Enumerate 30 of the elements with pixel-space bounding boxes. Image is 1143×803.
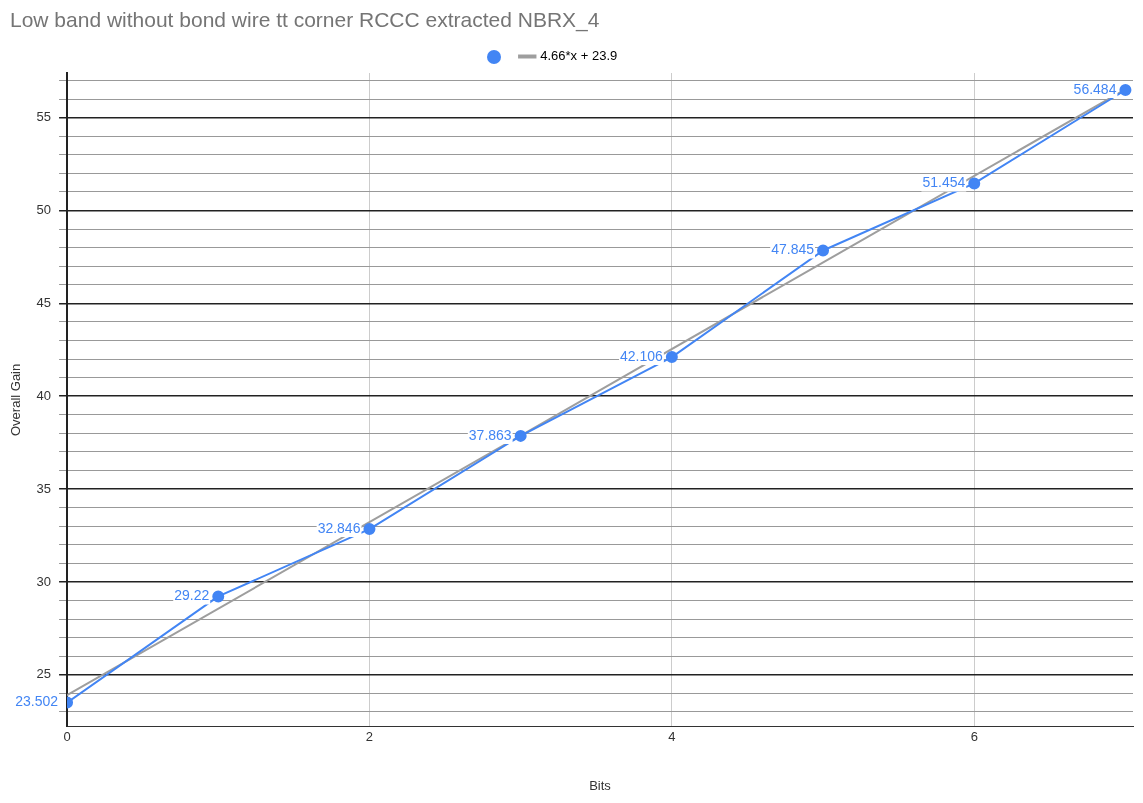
x-tick-label: 2 (365, 729, 374, 745)
chart-title: Low band without bond wire tt corner RCCC extracted NBRX_4 (10, 8, 600, 32)
point (514, 429, 527, 442)
y-tick-label: 45 (36, 294, 52, 310)
data-label: 56.484 (1073, 80, 1117, 97)
data-label: 42.106 (620, 347, 664, 364)
point (968, 177, 981, 190)
point (363, 523, 376, 536)
legend-label: 4.66*x + 23.9 (540, 48, 618, 64)
data-label: 37.863 (468, 426, 512, 443)
point (817, 244, 830, 257)
y-tick-label: 40 (36, 387, 52, 403)
x-tick-label: 4 (668, 729, 676, 745)
y-tick-label: 50 (36, 202, 52, 218)
x-tick-label: 0 (63, 729, 71, 745)
y-tick-label: 30 (36, 573, 52, 589)
x-axis-title: Bits (589, 777, 612, 793)
data-label: 47.845 (771, 241, 815, 258)
point (665, 351, 678, 364)
data-label: 29.22 (174, 587, 210, 604)
data-label: 23.502 (15, 693, 59, 710)
data-label: 32.846 (317, 519, 361, 536)
y-tick-label: 35 (36, 480, 52, 496)
point (212, 590, 225, 603)
point (1119, 84, 1132, 97)
x-tick-label: 6 (970, 729, 978, 745)
y-tick-label: 55 (36, 109, 52, 125)
y-tick-label: 25 (36, 666, 52, 682)
data-label: 51.454 (922, 174, 966, 191)
y-axis-title: Overall Gain (8, 363, 24, 437)
